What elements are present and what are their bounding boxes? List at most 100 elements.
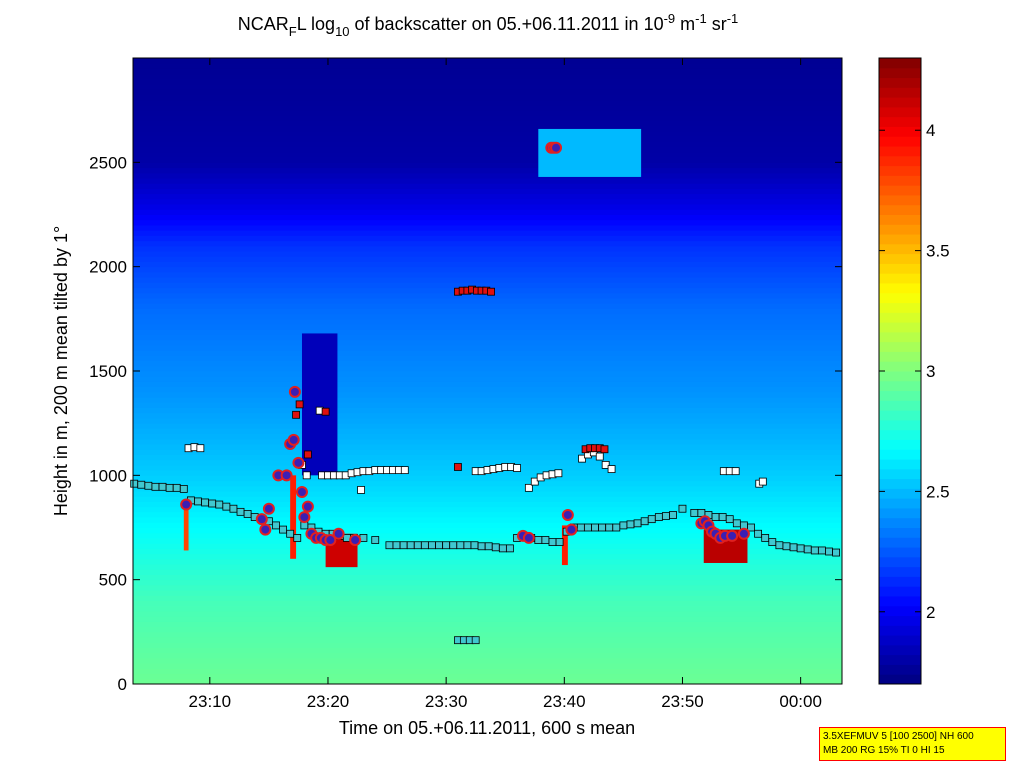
colorbar-strip xyxy=(879,468,921,480)
colorbar-strip xyxy=(879,390,921,401)
heatmap-band xyxy=(133,188,842,195)
marker-point xyxy=(612,523,621,532)
heatmap-band xyxy=(133,204,842,210)
marker-point xyxy=(222,502,231,511)
plot-area xyxy=(130,57,843,685)
marker-point xyxy=(669,511,677,519)
heatmap-band xyxy=(133,590,842,596)
colorbar-strip xyxy=(879,282,921,294)
heatmap-band xyxy=(133,475,842,482)
heatmap-band xyxy=(133,564,842,570)
colorbar-tick-label: 2.5 xyxy=(926,482,950,501)
heatmap-band xyxy=(133,444,842,450)
colorbar-strip xyxy=(879,459,921,470)
colorbar-strip xyxy=(879,507,921,519)
marker-point xyxy=(208,499,217,508)
heatmap-band xyxy=(133,511,842,518)
heatmap-band xyxy=(133,569,842,575)
colorbar-strip xyxy=(879,146,921,157)
colorbar-strip xyxy=(879,400,921,411)
heatmap-band xyxy=(133,84,842,90)
marker-point xyxy=(292,410,300,419)
heatmap-band xyxy=(133,663,842,669)
marker-point xyxy=(561,508,574,521)
colorbar-strip xyxy=(879,204,921,215)
x-tick-label: 00:00 xyxy=(779,692,822,711)
marker-point xyxy=(288,385,301,398)
marker-point xyxy=(600,445,609,454)
settings-annotation-box: 3.5XEFMUV 5 [100 2500] NH 600 MB 200 RG … xyxy=(819,727,1006,761)
marker-point xyxy=(810,546,819,555)
colorbar-strip xyxy=(879,351,921,362)
marker-point xyxy=(280,469,293,482)
colorbar-strip xyxy=(879,586,921,597)
y-tick-label: 0 xyxy=(118,675,127,694)
marker-point xyxy=(690,508,699,517)
marker-point xyxy=(654,513,663,521)
colorbar-strip xyxy=(879,371,921,382)
marker-point xyxy=(196,444,205,453)
marker-series xyxy=(130,141,840,645)
colorbar-strip xyxy=(879,253,921,264)
marker-point xyxy=(832,548,840,557)
heatmap-band xyxy=(133,438,842,445)
heatmap-band xyxy=(133,172,842,179)
colorbar-strip xyxy=(879,478,921,489)
marker-point xyxy=(456,541,465,550)
marker-point xyxy=(400,466,409,475)
marker-point xyxy=(775,541,784,550)
marker-point xyxy=(711,513,720,521)
colorbar-strip xyxy=(879,273,921,284)
heatmap-band xyxy=(133,68,842,75)
marker-point xyxy=(578,454,586,463)
x-tick-label: 23:40 xyxy=(543,692,586,711)
heatmap-band xyxy=(133,595,842,602)
marker-point xyxy=(295,400,304,409)
marker-point xyxy=(498,544,507,553)
marker-point xyxy=(385,541,394,550)
colorbar-strip xyxy=(879,654,921,665)
heatmap-band xyxy=(133,157,842,163)
heatmap-band xyxy=(133,365,842,372)
marker-point xyxy=(768,538,777,547)
feature-precip-d xyxy=(561,525,568,566)
heatmap-band xyxy=(133,616,842,622)
marker-point xyxy=(180,498,193,511)
colorbar-strip xyxy=(879,155,921,167)
colorbar-strip xyxy=(879,194,921,206)
heatmap-band xyxy=(133,115,842,122)
marker-point xyxy=(524,483,533,492)
marker-point xyxy=(487,287,495,296)
heatmap-band xyxy=(133,271,842,278)
heatmap-band xyxy=(133,177,842,184)
marker-point xyxy=(640,517,649,526)
colorbar-strip xyxy=(879,77,921,88)
marker-point xyxy=(761,534,770,542)
colorbar-strip xyxy=(879,224,921,235)
colorbar-strip xyxy=(879,263,921,274)
colorbar-strip xyxy=(879,605,921,617)
marker-point xyxy=(303,450,312,459)
heatmap-band xyxy=(133,381,842,388)
marker-point xyxy=(302,471,311,480)
heatmap-band xyxy=(133,376,842,382)
heatmap-band xyxy=(133,527,842,534)
marker-point xyxy=(293,534,302,542)
heatmap-band xyxy=(133,428,842,435)
marker-point xyxy=(420,541,429,550)
marker-point xyxy=(179,484,188,493)
marker-point xyxy=(279,525,287,534)
marker-point xyxy=(137,480,146,489)
heatmap-band xyxy=(133,637,842,643)
heatmap-band xyxy=(133,277,842,283)
colorbar-strip xyxy=(879,547,921,558)
heatmap-band xyxy=(133,151,842,158)
marker-point xyxy=(144,481,153,490)
colorbar-strip xyxy=(879,566,921,577)
colorbar-strip xyxy=(879,106,921,118)
heatmap-band xyxy=(133,240,842,247)
marker-point xyxy=(619,521,628,530)
marker-point xyxy=(215,500,224,509)
y-tick-label: 500 xyxy=(99,571,127,590)
heatmap-band xyxy=(133,339,842,346)
